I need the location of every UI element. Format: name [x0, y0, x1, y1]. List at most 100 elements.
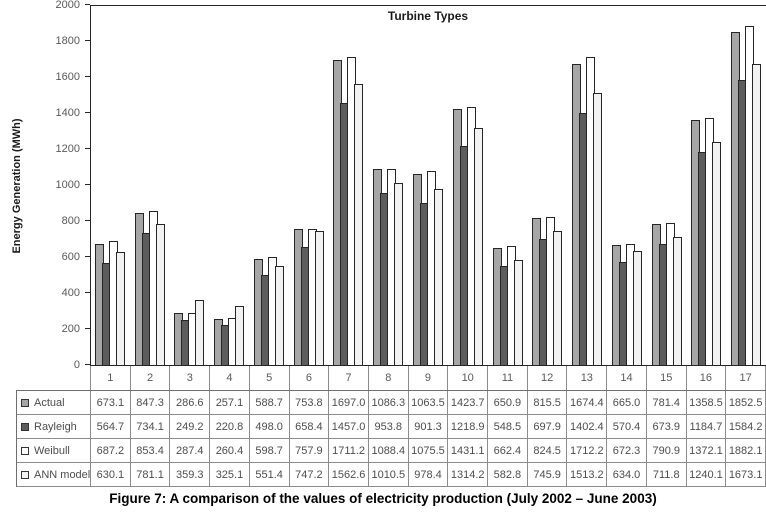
legend-marker-icon	[21, 422, 29, 431]
bar-group-8	[368, 5, 408, 365]
y-tick-label: 1800	[55, 35, 80, 47]
value-cell: 757.9	[289, 439, 330, 463]
bar-ann-model	[434, 188, 443, 365]
value-cell: 564.7	[91, 415, 131, 439]
series-name: Rayleigh	[34, 420, 77, 433]
value-cell: 287.4	[170, 439, 211, 463]
value-cell: 1562.6	[329, 463, 369, 487]
value-cell: 1358.5	[686, 391, 727, 415]
bar-group-2	[130, 5, 170, 365]
value-cell: 978.4	[408, 463, 449, 487]
series-legend-weibull: Weibull	[17, 439, 91, 463]
bar-ann-model	[195, 300, 205, 365]
bar-ann-model	[473, 128, 483, 365]
bar-group-9	[408, 5, 448, 365]
value-cell: 1513.2	[567, 463, 608, 487]
value-cell: 630.1	[91, 463, 131, 487]
value-cell: 901.3	[408, 415, 449, 439]
legend-marker-icon	[21, 446, 29, 455]
value-cell: 673.9	[646, 415, 687, 439]
value-cell: 650.9	[488, 391, 528, 415]
series-name: ANN model	[34, 468, 91, 481]
y-tick-label: 400	[61, 287, 80, 299]
value-cell: 658.4	[289, 415, 330, 439]
x-axis-label: 8	[369, 366, 409, 390]
value-cell: 634.0	[607, 463, 647, 487]
bar-ann-model	[394, 183, 404, 365]
x-axis-label: 13	[567, 366, 608, 390]
value-cell: 781.4	[646, 391, 687, 415]
y-tick-label: 1600	[55, 71, 80, 83]
y-tick-label: 200	[61, 323, 80, 335]
value-cell: 815.5	[527, 391, 568, 415]
series-legend-ann-model: ANN model	[17, 463, 91, 487]
value-cell: 551.4	[249, 463, 290, 487]
bar-group-11	[488, 5, 528, 365]
y-tick-label: 1000	[55, 179, 80, 191]
value-cell: 953.8	[368, 415, 409, 439]
value-cell: 687.2	[91, 439, 131, 463]
y-tick-mark	[85, 364, 90, 365]
bar-group-17	[726, 5, 766, 365]
bar-ann-model	[712, 141, 722, 365]
bar-ann-model	[354, 83, 364, 365]
value-cell: 1086.3	[368, 391, 409, 415]
value-cell: 747.2	[289, 463, 330, 487]
value-cell: 1712.2	[567, 439, 608, 463]
legend-marker-icon	[21, 470, 29, 479]
bar-ann-model	[155, 224, 165, 365]
x-axis-label: 9	[409, 366, 449, 390]
value-cell: 1584.2	[726, 415, 766, 439]
value-cell: 781.1	[130, 463, 171, 487]
x-axis-label: 6	[290, 366, 330, 390]
x-axis-label: 2	[131, 366, 171, 390]
value-cell: 220.8	[210, 415, 250, 439]
value-cell: 697.9	[527, 415, 568, 439]
y-tick-mark	[85, 328, 90, 329]
x-axis-labels: 1 2 3 4 5 6 7 8 9 10 11 12 13 14 15 16 17	[90, 366, 766, 390]
value-cell: 1372.1	[686, 439, 727, 463]
bar-group-13	[567, 5, 607, 365]
value-cell: 1075.5	[408, 439, 449, 463]
value-cell: 790.9	[646, 439, 687, 463]
value-cell: 325.1	[210, 463, 250, 487]
value-cell: 745.9	[527, 463, 568, 487]
series-legend-rayleigh: Rayleigh	[17, 415, 91, 439]
figure-caption: Figure 7: A comparison of the values of …	[109, 491, 657, 506]
value-cell: 249.2	[170, 415, 211, 439]
value-cell: 1402.4	[567, 415, 608, 439]
bar-ann-model	[593, 92, 603, 365]
bar-group-12	[527, 5, 567, 365]
value-cell: 711.8	[646, 463, 687, 487]
y-tick-label: 2000	[55, 0, 80, 11]
value-cell: 1674.4	[567, 391, 608, 415]
value-cell: 734.1	[130, 415, 171, 439]
bar-group-16	[686, 5, 726, 365]
value-cell: 498.0	[249, 415, 290, 439]
value-cell: 1314.2	[448, 463, 489, 487]
bar-group-14	[607, 5, 647, 365]
legend-marker-icon	[21, 398, 29, 407]
bar-ann-model	[314, 230, 324, 365]
bar-group-1	[90, 5, 130, 365]
series-name: Actual	[34, 396, 65, 409]
bar-group-3	[170, 5, 210, 365]
value-cell: 582.8	[488, 463, 528, 487]
x-axis-label: 1	[91, 366, 131, 390]
bar-ann-model	[235, 306, 245, 365]
bar-ann-model	[115, 251, 125, 365]
y-tick-label: 800	[61, 215, 80, 227]
bar-series-container	[90, 5, 766, 365]
value-cell: 598.7	[249, 439, 290, 463]
x-axis-label: 11	[488, 366, 528, 390]
value-cell: 1673.1	[726, 463, 766, 487]
y-tick-label: 1400	[55, 107, 80, 119]
value-cell: 359.3	[170, 463, 211, 487]
value-cell: 824.5	[527, 439, 568, 463]
value-cell: 257.1	[210, 391, 250, 415]
y-tick-mark	[85, 292, 90, 293]
bar-ann-model	[632, 250, 642, 365]
y-tick-mark	[85, 256, 90, 257]
x-axis-label: 17	[726, 366, 766, 390]
value-cell: 672.3	[607, 439, 647, 463]
